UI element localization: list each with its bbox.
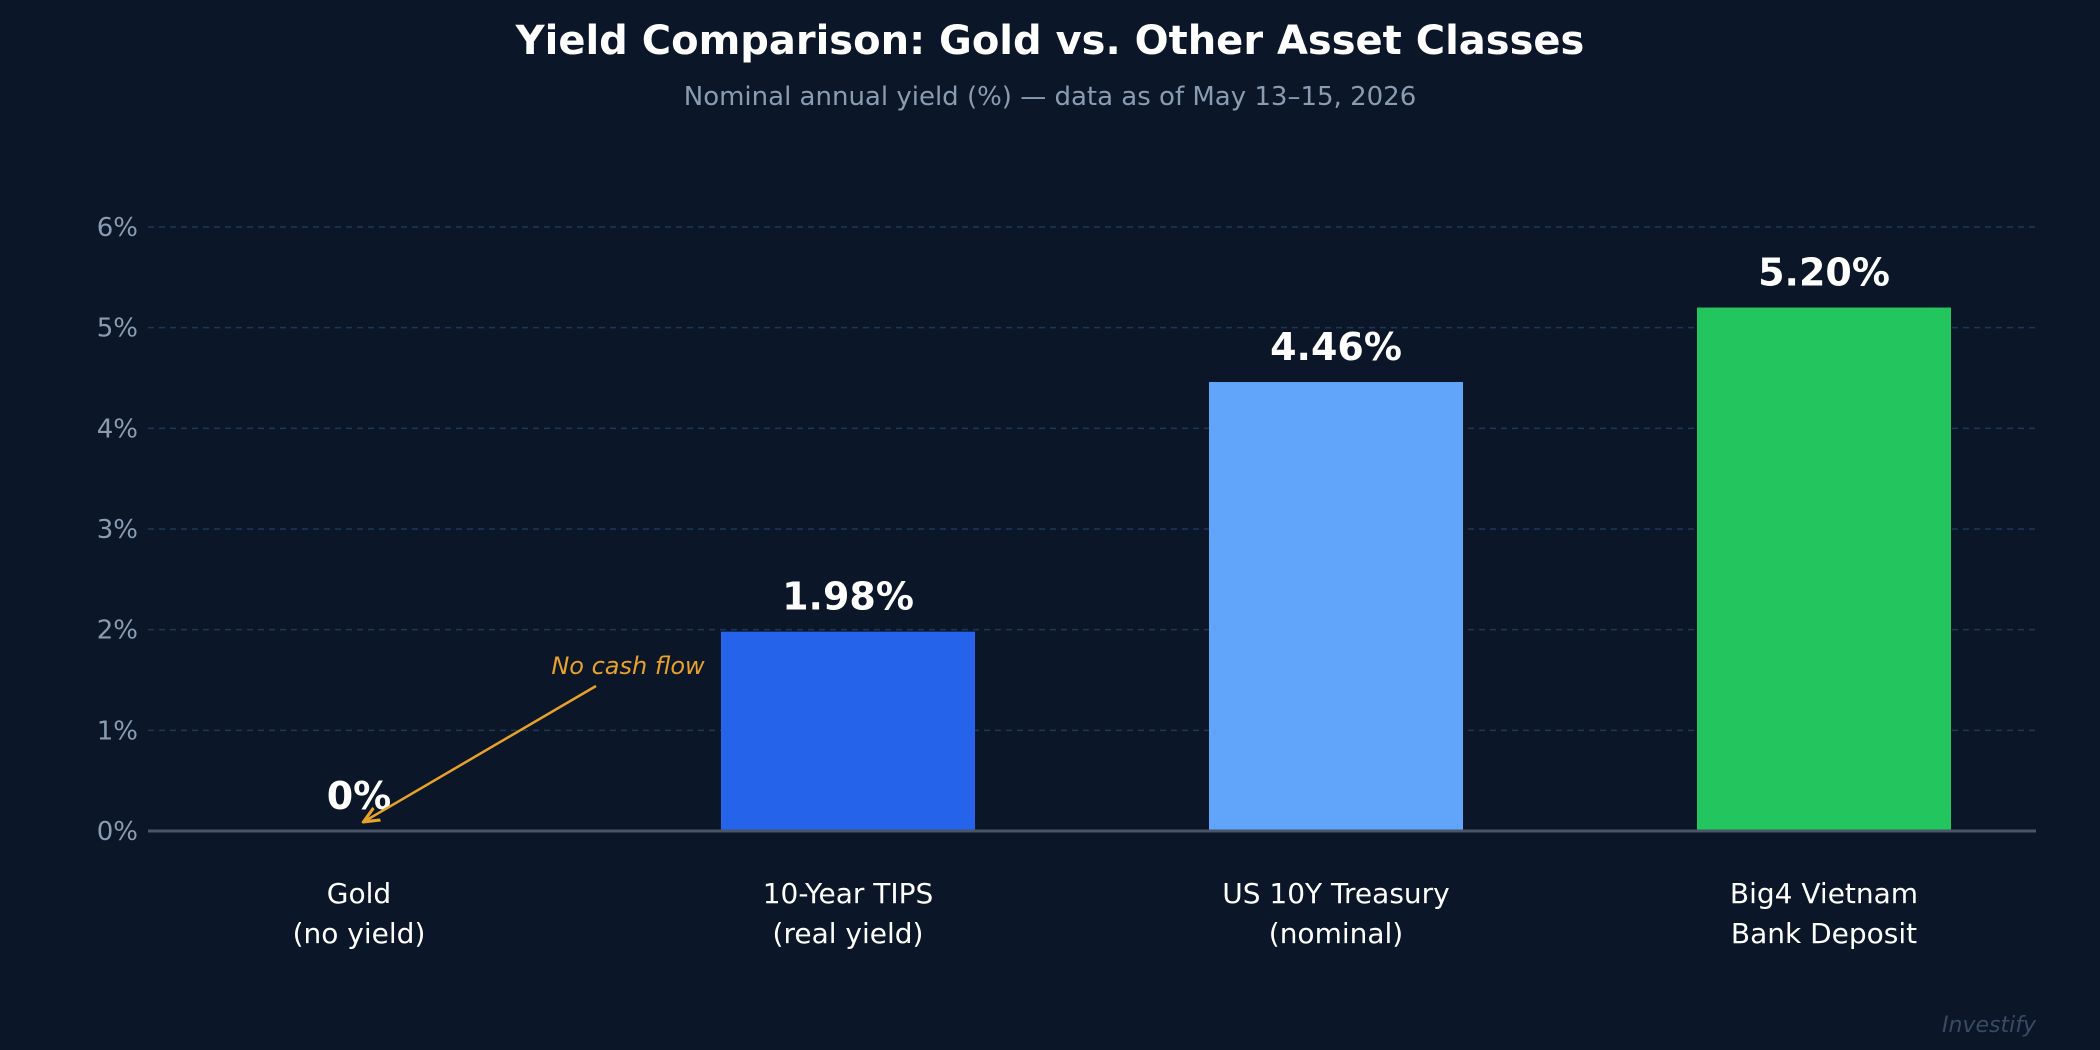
bar-value-label: 1.98% <box>782 575 914 619</box>
category-labels: Gold (no yield) 10-Year TIPS (real yield) US… <box>293 877 1918 950</box>
watermark-text: Investify <box>1942 1013 2036 1038</box>
annotation: No cash flow <box>365 652 705 821</box>
category-label: (nominal) <box>1269 917 1403 950</box>
bars <box>721 307 1951 831</box>
annotation-text: No cash flow <box>551 652 705 680</box>
category-label: (no yield) <box>293 917 426 950</box>
bar <box>1697 307 1951 831</box>
bar <box>1209 382 1463 831</box>
y-tick-label: 4% <box>97 414 138 444</box>
y-tick-label: 5% <box>97 314 138 344</box>
y-axis-tick-labels: 0% 1% 2% 3% 4% 5% 6% <box>97 213 138 847</box>
value-labels: 0%1.98%4.46%5.20% <box>327 251 1890 818</box>
bar <box>721 631 975 831</box>
y-tick-label: 2% <box>97 616 138 646</box>
category-label: Gold <box>327 877 391 910</box>
chart-title: Yield Comparison: Gold vs. Other Asset C… <box>515 18 1585 64</box>
bar-value-label: 4.46% <box>1270 325 1402 369</box>
y-tick-label: 6% <box>97 213 138 243</box>
category-label: Bank Deposit <box>1731 917 1917 950</box>
y-tick-label: 1% <box>97 716 138 746</box>
y-tick-label: 0% <box>97 817 138 847</box>
annotation-arrow <box>365 684 597 821</box>
category-label: 10-Year TIPS <box>763 877 934 910</box>
category-label: US 10Y Treasury <box>1222 877 1450 910</box>
y-tick-label: 3% <box>97 515 138 545</box>
category-label: Big4 Vietnam <box>1730 877 1918 910</box>
category-label: (real yield) <box>773 917 924 950</box>
bar-value-label: 5.20% <box>1758 251 1890 295</box>
chart-subtitle: Nominal annual yield (%) — data as of Ma… <box>683 82 1417 112</box>
